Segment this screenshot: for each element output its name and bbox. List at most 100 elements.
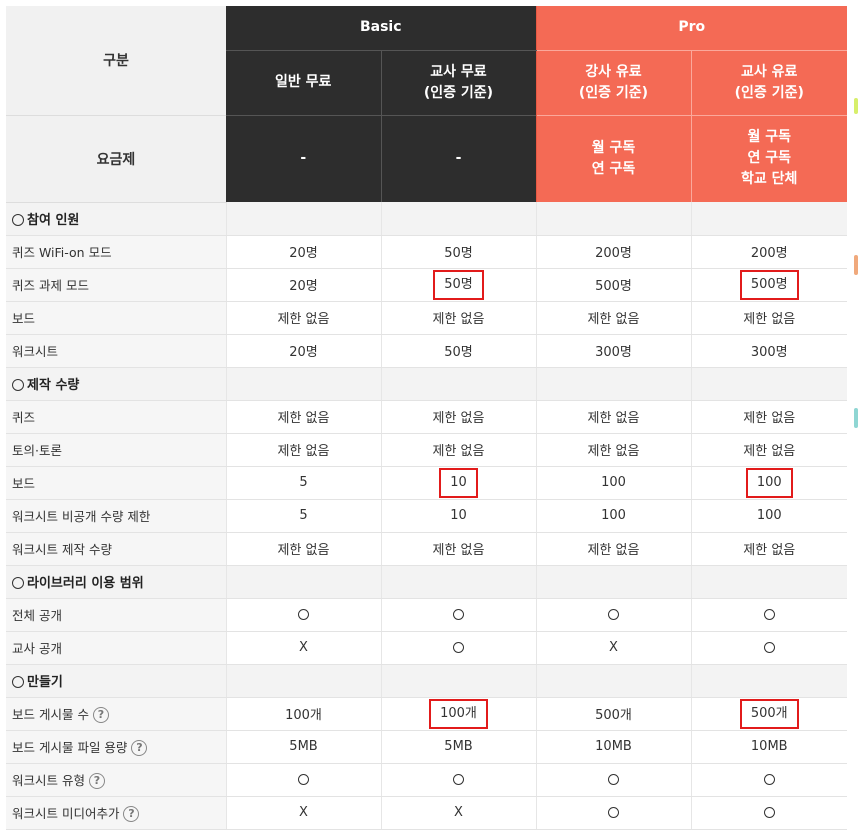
value-cell	[690, 631, 848, 665]
section-row: 만들기	[6, 664, 848, 698]
value-cell: 제한 없음	[380, 301, 536, 335]
cell-value: 제한 없음	[432, 312, 485, 327]
value-cell: 200명	[690, 235, 848, 269]
plan-comparison-table: 구분 Basic Pro 일반 무료 교사 무료 (인증 기준) 강사 유료 (…	[6, 6, 848, 830]
value-cell	[690, 763, 848, 797]
value-cell	[690, 796, 848, 830]
section-empty-cell	[380, 367, 536, 401]
pricing-line: -	[300, 150, 307, 167]
cell-value: 500개	[595, 708, 632, 723]
value-cell: 100	[690, 499, 848, 533]
value-cell: 10	[380, 499, 536, 533]
circle-mark-icon	[298, 609, 309, 620]
value-cell: 500명	[690, 268, 848, 302]
value-cell: X	[380, 796, 536, 830]
value-cell: 100개	[380, 697, 536, 731]
pricing-teacher-free: -	[380, 114, 536, 202]
pricing-general-free: -	[226, 114, 381, 202]
value-cell: 10MB	[690, 730, 848, 764]
help-icon[interactable]: ?	[88, 773, 105, 790]
row-label-text: 퀴즈 WiFi-on 모드	[12, 245, 112, 260]
scroll-edge-marker	[854, 98, 858, 114]
cell-value: 제한 없음	[743, 543, 796, 558]
cell-value: 100	[601, 475, 626, 490]
table-row: 토의·토론 제한 없음 제한 없음 제한 없음 제한 없음	[6, 433, 848, 467]
help-icon[interactable]: ?	[92, 707, 109, 724]
value-cell: 50명	[380, 235, 536, 269]
plan-name: 교사 무료	[430, 63, 487, 80]
plan-sub: (인증 기준)	[734, 84, 804, 101]
value-cell: 제한 없음	[380, 532, 536, 566]
value-cell: 100	[535, 499, 691, 533]
plan-header-instructor-paid: 강사 유료 (인증 기준)	[535, 50, 691, 115]
cell-value: 100	[756, 508, 782, 523]
row-label-text: 워크시트 비공개 수량 제한	[12, 509, 151, 524]
cell-value: 제한 없음	[743, 444, 796, 459]
section-empty-cell	[225, 664, 381, 698]
section-title-text: 라이브러리 이용 범위	[27, 576, 144, 591]
value-cell: 100	[535, 466, 691, 500]
value-cell	[535, 796, 691, 830]
circle-mark-icon	[608, 609, 619, 620]
value-cell: 제한 없음	[535, 433, 691, 467]
value-cell	[535, 598, 691, 632]
scroll-edge-marker	[854, 255, 858, 275]
value-cell	[380, 631, 536, 665]
row-label-text: 보드	[12, 476, 36, 491]
highlighted-value: 500명	[739, 269, 799, 300]
cell-value: 20명	[289, 279, 318, 294]
section-title: 참여 인원	[6, 202, 226, 236]
cell-value: 제한 없음	[277, 444, 330, 459]
pricing-line: 연 구독	[747, 150, 792, 167]
value-cell: 500개	[690, 697, 848, 731]
value-cell	[380, 598, 536, 632]
cell-value: 100	[601, 508, 626, 523]
plan-name: 일반 무료	[275, 74, 332, 90]
row-label: 워크시트 제작 수량	[6, 532, 226, 566]
cell-value: 50명	[444, 246, 473, 261]
section-title-text: 만들기	[27, 675, 63, 690]
cell-value: 300명	[595, 345, 632, 360]
pro-tier-header: Pro	[535, 6, 848, 51]
row-label: 보드 게시물 파일 용량?	[6, 730, 226, 764]
circle-mark-icon	[453, 642, 464, 653]
plan-header-general-free: 일반 무료	[226, 50, 381, 115]
value-cell: 100	[690, 466, 848, 500]
cell-value: 100개	[285, 708, 322, 723]
value-cell: 10	[380, 466, 536, 500]
section-row: 제작 수량	[6, 367, 848, 401]
value-cell	[380, 763, 536, 797]
circle-bullet-icon	[12, 213, 24, 226]
circle-mark-icon	[453, 774, 464, 785]
section-empty-cell	[535, 565, 691, 599]
value-cell: 제한 없음	[690, 433, 848, 467]
row-label-text: 전체 공개	[12, 608, 62, 623]
basic-tier-header: Basic	[226, 6, 536, 51]
cell-value: 제한 없음	[277, 543, 330, 558]
table-row: 퀴즈 제한 없음 제한 없음 제한 없음 제한 없음	[6, 400, 848, 434]
value-cell: 제한 없음	[225, 433, 381, 467]
pricing-instructor-paid: 월 구독 연 구독	[535, 114, 691, 202]
value-cell: X	[225, 796, 381, 830]
section-empty-cell	[380, 565, 536, 599]
cell-value: 500명	[595, 279, 632, 294]
value-cell: 500개	[535, 697, 691, 731]
cell-value: 제한 없음	[587, 411, 640, 426]
section-empty-cell	[535, 664, 691, 698]
help-icon[interactable]: ?	[131, 740, 148, 757]
plan-sub: (인증 기준)	[423, 84, 494, 101]
value-cell: 300명	[690, 334, 848, 368]
circle-mark-icon	[763, 807, 775, 818]
value-cell: 300명	[535, 334, 691, 368]
cell-value: 5MB	[289, 739, 318, 754]
highlighted-value: 10	[439, 467, 478, 498]
cell-value: 제한 없음	[743, 411, 796, 426]
cell-value: 50명	[444, 345, 473, 360]
scroll-edge-marker	[854, 408, 858, 428]
circle-mark-icon	[763, 774, 775, 785]
help-icon[interactable]: ?	[123, 806, 140, 823]
circle-mark-icon	[608, 774, 619, 785]
cell-value: 제한 없음	[587, 444, 640, 459]
highlighted-value: 100개	[429, 698, 488, 729]
plan-name: 교사 유료	[741, 63, 798, 80]
